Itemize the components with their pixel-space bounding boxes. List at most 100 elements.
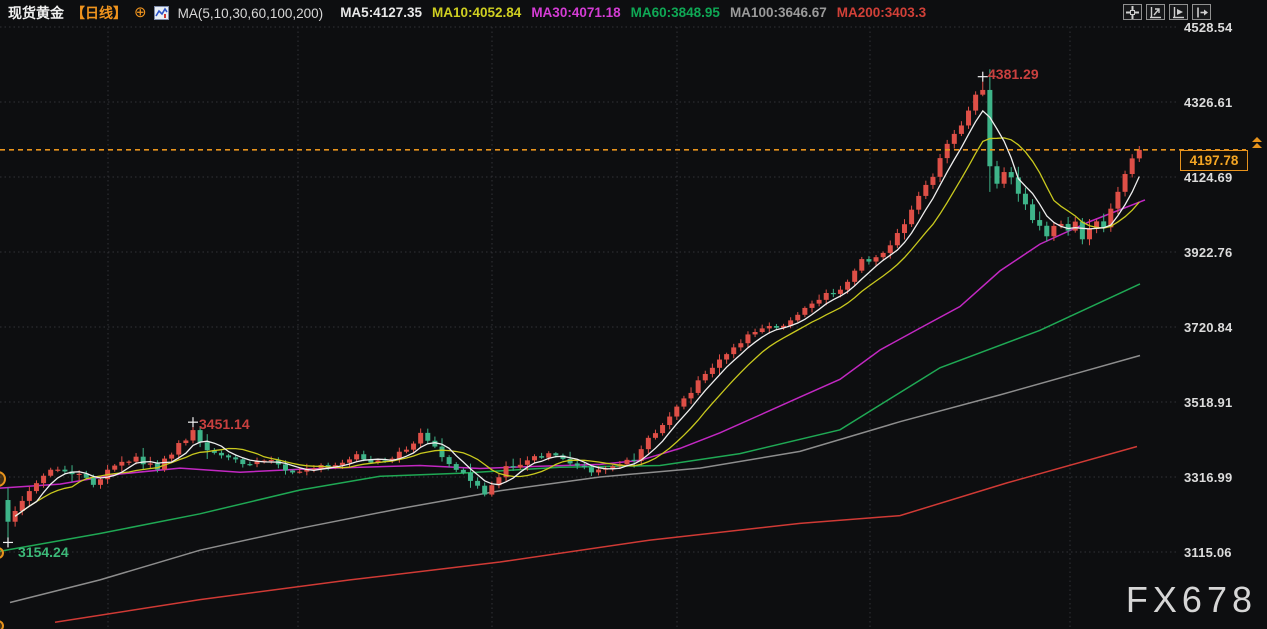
candle-up [41, 475, 47, 484]
candle-up [503, 466, 509, 478]
candle-up [795, 314, 801, 321]
candle-down [567, 458, 573, 464]
last-price-value: 4197.78 [1189, 153, 1239, 168]
candle-up [674, 406, 680, 417]
ma-legend-item: MA10:4052.84 [432, 5, 522, 20]
candle-up [297, 471, 303, 473]
watermark: FX678 [1125, 579, 1257, 620]
price-axis-label: 4326.61 [1184, 95, 1233, 110]
candle-down [1079, 221, 1085, 240]
candle-up [1058, 223, 1064, 226]
candle-up [55, 469, 61, 471]
period-label[interactable]: 【日线】 [71, 5, 127, 21]
event-marker-icon[interactable] [0, 471, 6, 487]
ma-line-ma60 [0, 283, 1141, 553]
candle-up [517, 464, 523, 468]
ma-params-label: MA(5,10,30,60,100,200) [177, 5, 324, 21]
gridlines [0, 26, 1178, 629]
candle-down [218, 452, 224, 456]
candle-up [19, 500, 25, 511]
candle-up [937, 158, 943, 177]
candle-up [759, 328, 765, 333]
candle-down [1008, 172, 1014, 178]
candle-down [987, 89, 993, 167]
candle-up [268, 460, 274, 462]
candle-up [980, 89, 986, 95]
candle-up [823, 292, 829, 300]
candle-up [766, 326, 772, 329]
crosshair-button[interactable] [1123, 4, 1142, 20]
candle-up [1122, 174, 1128, 192]
candle-down [1015, 177, 1021, 194]
candle-up [724, 354, 730, 360]
ma-legend: MA5:4127.35 MA10:4052.84 MA30:4071.18 MA60:… [330, 4, 926, 22]
candle-up [112, 465, 118, 470]
candle-up [126, 461, 132, 463]
go-to-latest-button[interactable] [1192, 4, 1211, 20]
candle-up [1136, 149, 1142, 159]
candle-up [1051, 225, 1057, 237]
candle-down [1065, 223, 1071, 231]
scale-left-button[interactable] [1146, 4, 1165, 20]
candle-down [482, 485, 488, 495]
event-marker-icon[interactable] [0, 547, 4, 559]
candle-up [1108, 208, 1114, 228]
ma-legend-item: MA60:3848.95 [630, 5, 720, 20]
price-axis-label: 3518.91 [1184, 394, 1233, 410]
price-axis-label: 3720.84 [1184, 319, 1233, 335]
candle-up [909, 209, 915, 225]
candle-up [1094, 221, 1100, 229]
candle-up [638, 449, 644, 461]
left-edge-event-markers [0, 471, 6, 629]
candle-up [802, 307, 808, 315]
candle-down [211, 450, 217, 453]
add-compare-icon[interactable]: ⊕ [134, 4, 147, 21]
candle-up [332, 465, 338, 468]
candle-up [418, 432, 424, 444]
candle-up [781, 325, 787, 328]
ma-line-ma5 [14, 109, 1140, 517]
candle-down [453, 464, 459, 470]
scale-right-button[interactable] [1169, 4, 1188, 20]
ma-line-ma10 [14, 137, 1140, 517]
candle-up [958, 125, 964, 134]
candle-down [475, 480, 481, 486]
candle-down [1101, 221, 1107, 228]
instrument-title: 现货黄金 [8, 5, 64, 21]
chart-toolbar [1123, 4, 1211, 20]
candle-up [916, 195, 922, 210]
candle-up [645, 437, 651, 450]
candle-down [62, 469, 68, 472]
candle-up [261, 460, 267, 462]
candle-up [652, 433, 658, 438]
candle-up [375, 460, 381, 463]
candle-up [859, 259, 865, 271]
candle-up [396, 451, 402, 459]
candle-up [873, 257, 879, 262]
candle-up [403, 449, 409, 452]
candle-up [852, 270, 858, 282]
candle-up [1086, 228, 1092, 240]
candle-down [467, 472, 473, 481]
candle-up [688, 392, 694, 399]
candle-up [837, 289, 843, 294]
candle-up [1001, 172, 1007, 184]
candle-up [923, 184, 929, 196]
candle-down [154, 463, 160, 470]
candle-up [524, 460, 530, 465]
candle-up [147, 463, 153, 465]
candle-up [596, 469, 602, 473]
candle-up [97, 479, 103, 485]
price-alert-arrows-icon[interactable] [1252, 137, 1264, 149]
candle-down [282, 464, 288, 471]
candle-up [12, 510, 18, 522]
candle-up [133, 456, 139, 462]
candle-down [560, 455, 566, 459]
candle-up [681, 398, 687, 407]
candle-up [254, 461, 260, 465]
candle-down [581, 465, 587, 468]
event-marker-icon[interactable] [0, 620, 4, 629]
candle-up [1072, 221, 1078, 231]
candle-down [1037, 220, 1043, 226]
